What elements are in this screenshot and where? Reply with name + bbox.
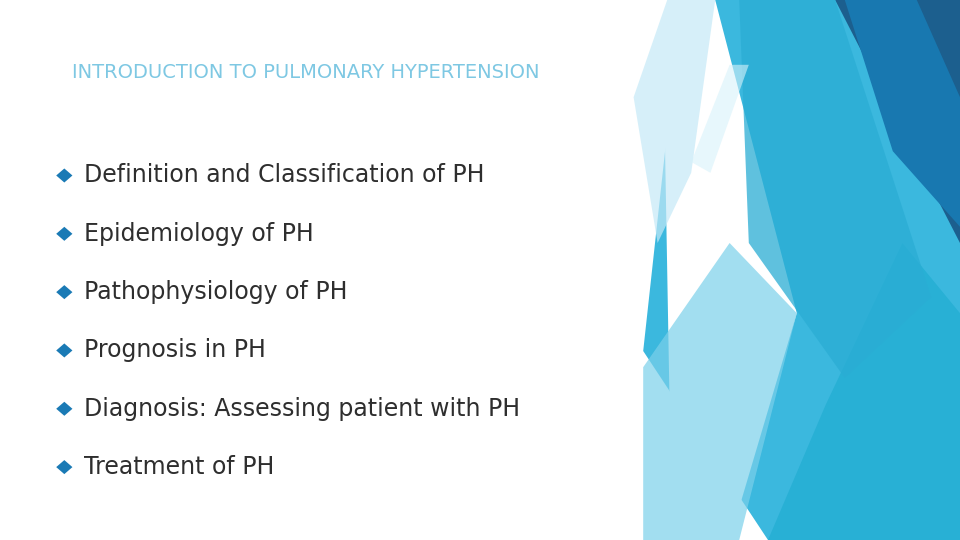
- Polygon shape: [57, 227, 72, 241]
- Polygon shape: [57, 168, 72, 183]
- Text: INTRODUCTION TO PULMONARY HYPERTENSION: INTRODUCTION TO PULMONARY HYPERTENSION: [72, 63, 540, 83]
- Text: Definition and Classification of PH: Definition and Classification of PH: [84, 164, 484, 187]
- Polygon shape: [662, 0, 797, 540]
- Polygon shape: [821, 0, 960, 540]
- Polygon shape: [634, 0, 715, 243]
- Polygon shape: [643, 243, 797, 540]
- Text: Pathophysiology of PH: Pathophysiology of PH: [84, 280, 347, 304]
- Text: Prognosis in PH: Prognosis in PH: [84, 339, 265, 362]
- Polygon shape: [57, 402, 72, 416]
- Polygon shape: [57, 285, 72, 299]
- Text: Treatment of PH: Treatment of PH: [84, 455, 274, 479]
- Polygon shape: [57, 460, 72, 474]
- Polygon shape: [691, 65, 749, 173]
- Text: Epidemiology of PH: Epidemiology of PH: [84, 222, 313, 246]
- Polygon shape: [845, 0, 960, 227]
- Polygon shape: [739, 0, 931, 378]
- Polygon shape: [57, 343, 72, 357]
- Polygon shape: [643, 0, 960, 540]
- Text: Diagnosis: Assessing patient with PH: Diagnosis: Assessing patient with PH: [84, 397, 519, 421]
- Polygon shape: [768, 243, 960, 540]
